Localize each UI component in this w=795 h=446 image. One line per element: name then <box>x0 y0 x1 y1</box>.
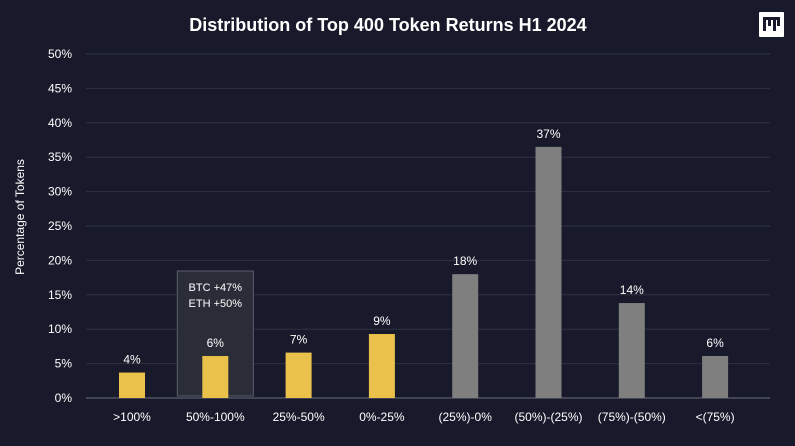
data-label: 6% <box>706 336 724 350</box>
pantera-logo-icon <box>759 12 784 37</box>
data-label: 18% <box>453 254 477 268</box>
x-tick-label: 0%-25% <box>359 410 405 424</box>
y-tick-label: 45% <box>48 81 72 95</box>
bar <box>618 303 645 398</box>
data-label: 4% <box>123 353 141 367</box>
y-tick-label: 0% <box>55 391 73 405</box>
bar <box>202 356 229 398</box>
y-tick-label: 25% <box>48 219 72 233</box>
bar <box>452 274 479 398</box>
y-tick-label: 5% <box>55 357 73 371</box>
y-tick-label: 40% <box>48 116 72 130</box>
bar <box>368 334 395 398</box>
y-tick-label: 10% <box>48 322 72 336</box>
data-label: 6% <box>207 336 225 350</box>
data-label: 14% <box>620 283 644 297</box>
data-label: 9% <box>373 314 391 328</box>
x-tick-label: 50%-100% <box>186 410 245 424</box>
bar <box>285 352 312 398</box>
x-tick-label: <(75%) <box>696 410 735 424</box>
x-tick-label: (75%)-(50%) <box>598 410 666 424</box>
y-tick-label: 35% <box>48 150 72 164</box>
x-tick-label: (50%)-(25%) <box>514 410 582 424</box>
y-tick-label: 20% <box>48 253 72 267</box>
x-tick-label: (25%)-0% <box>439 410 493 424</box>
chart-title: Distribution of Top 400 Token Returns H1… <box>189 15 586 35</box>
bar <box>535 146 562 398</box>
annotation-text: ETH +50% <box>189 298 243 310</box>
y-tick-label: 30% <box>48 185 72 199</box>
bar <box>119 372 145 398</box>
y-axis-label: Percentage of Tokens <box>13 159 27 275</box>
annotation-text: BTC +47% <box>189 282 243 294</box>
bar <box>702 356 729 398</box>
x-tick-label: 25%-50% <box>273 410 325 424</box>
data-label: 7% <box>290 333 308 347</box>
x-tick-label: >100% <box>113 410 151 424</box>
y-tick-label: 15% <box>48 288 72 302</box>
data-label: 37% <box>536 127 560 141</box>
y-tick-label: 50% <box>48 47 72 61</box>
